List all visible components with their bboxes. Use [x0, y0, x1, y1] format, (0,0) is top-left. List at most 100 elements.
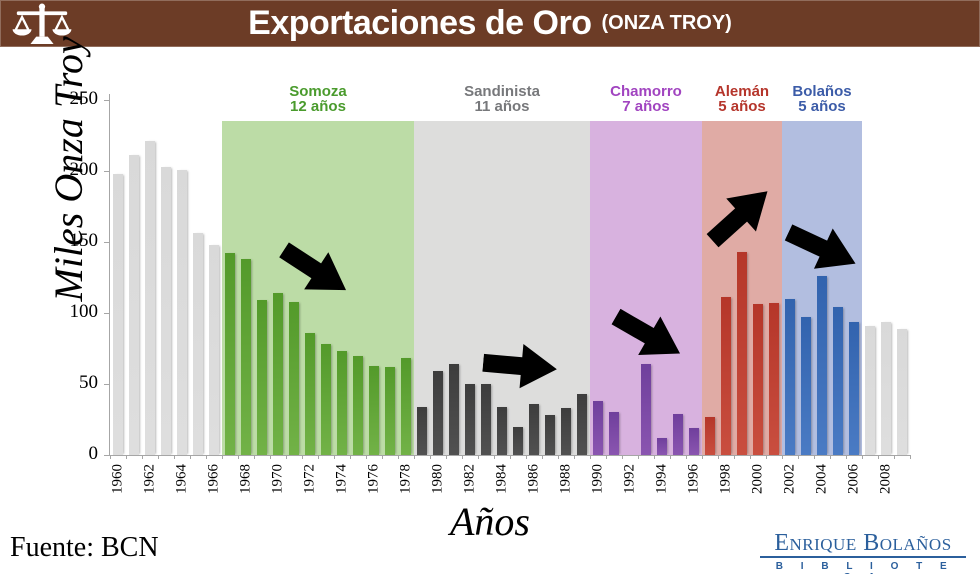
bar-1963 — [160, 166, 172, 455]
x-tick-label-1980: 1980 — [429, 464, 446, 494]
bar-slot-2002: 2002 — [782, 100, 798, 494]
x-tick-label-1976: 1976 — [365, 464, 382, 494]
bar-2003 — [800, 317, 812, 455]
bar-1980 — [432, 371, 444, 455]
x-tick-label-2002: 2002 — [781, 464, 798, 494]
bar-slot-2000: 2000 — [750, 100, 766, 494]
bar-1989 — [576, 393, 588, 455]
bar-slot-1988: 1988 — [558, 100, 574, 494]
y-axis-line — [109, 94, 110, 455]
y-tick-label-0: 0 — [88, 442, 99, 464]
period-name: Somoza — [289, 83, 347, 100]
bar-slot-1991 — [606, 100, 622, 455]
bar-slot-1983 — [478, 100, 494, 455]
bar-1965 — [192, 233, 204, 455]
x-tick-label-1964: 1964 — [173, 464, 190, 494]
bar-slot-1968: 1968 — [238, 100, 254, 494]
bar-slot-2004: 2004 — [814, 100, 830, 494]
bar-slot-1969 — [254, 100, 270, 455]
x-tick-label-1998: 1998 — [717, 464, 734, 494]
bar-slot-2008: 2008 — [878, 100, 894, 494]
period-duration: 7 años — [622, 98, 670, 115]
bar-slot-2001 — [766, 100, 782, 455]
bar-1990 — [592, 401, 604, 455]
x-axis-ticks — [110, 455, 911, 459]
y-tick-mark — [104, 455, 110, 456]
bar-1985 — [512, 426, 524, 455]
bar-slot-1967 — [222, 100, 238, 455]
period-name: Chamorro — [610, 83, 682, 100]
y-tick-mark — [104, 242, 110, 243]
bar-slot-1990: 1990 — [590, 100, 606, 494]
bar-1993 — [640, 364, 652, 455]
bar-slot-1966: 1966 — [206, 100, 222, 494]
bar-slot-2007 — [862, 100, 878, 455]
bar-slot-2005 — [830, 100, 846, 455]
bar-slot-1997 — [702, 100, 718, 455]
bar-slot-1992: 1992 — [622, 100, 638, 494]
bar-2009 — [896, 328, 908, 455]
period-duration: 12 años — [290, 98, 346, 115]
bar-1973 — [320, 344, 332, 455]
bar-slot-1964: 1964 — [174, 100, 190, 494]
bar-slot-1996: 1996 — [686, 100, 702, 494]
bar-1975 — [352, 355, 364, 455]
bar-2001 — [768, 303, 780, 455]
bar-1961 — [128, 155, 140, 455]
bar-1962 — [144, 141, 156, 455]
x-tick-label-2006: 2006 — [845, 464, 862, 494]
y-tick-label-50: 50 — [79, 371, 98, 393]
bar-1999 — [736, 251, 748, 455]
bar-2004 — [816, 276, 828, 455]
bar-1997 — [704, 416, 716, 455]
period-label-bolanos: Bolaños 5 años — [792, 84, 851, 114]
bar-slot-1970: 1970 — [270, 100, 286, 494]
x-tick-label-1978: 1978 — [397, 464, 414, 494]
page-subtitle: (ONZA TROY) — [601, 12, 732, 34]
bar-1970 — [272, 293, 284, 455]
bar-slot-1962: 1962 — [142, 100, 158, 494]
bar-1983 — [480, 384, 492, 455]
bar-slot-1998: 1998 — [718, 100, 734, 494]
period-label-somoza: Somoza 12 años — [289, 84, 347, 114]
y-tick-mark — [104, 313, 110, 314]
bars: 1960 1962 1964 1966 1968 1970 1972 1974 1976 1978… — [110, 100, 910, 494]
bar-slot-1985 — [510, 100, 526, 455]
bar-slot-1977 — [382, 100, 398, 455]
y-tick-mark — [104, 100, 110, 101]
bar-2002 — [784, 298, 796, 455]
bar-1979 — [416, 406, 428, 455]
y-tick-label-100: 100 — [69, 300, 99, 322]
bar-slot-1978: 1978 — [398, 100, 414, 494]
bar-slot-1987 — [542, 100, 558, 455]
logo-name: Enrique Bolaños — [760, 531, 966, 558]
bar-1995 — [672, 413, 684, 455]
bar-2006 — [848, 321, 860, 455]
title-bar: Exportaciones de Oro (ONZA TROY) — [0, 0, 980, 47]
x-tick-label-2000: 2000 — [749, 464, 766, 494]
bar-1981 — [448, 364, 460, 455]
bar-slot-1986: 1986 — [526, 100, 542, 494]
x-tick-label-1962: 1962 — [141, 464, 158, 494]
bar-1977 — [384, 366, 396, 455]
x-tick-label-1972: 1972 — [301, 464, 318, 494]
bar-slot-1981 — [446, 100, 462, 455]
y-tick-label-250: 250 — [69, 87, 99, 109]
x-tick-label-1982: 1982 — [461, 464, 478, 494]
x-tick-label-1996: 1996 — [685, 464, 702, 494]
bar-1986 — [528, 403, 540, 455]
bar-1971 — [288, 301, 300, 455]
bar-slot-1999 — [734, 100, 750, 455]
x-tick-label-1968: 1968 — [237, 464, 254, 494]
bar-2000 — [752, 304, 764, 455]
y-tick-label-200: 200 — [69, 158, 99, 180]
bar-1982 — [464, 384, 476, 455]
bar-slot-1980: 1980 — [430, 100, 446, 494]
bar-slot-2009 — [894, 100, 910, 455]
library-logo: Enrique Bolaños B I B L I O T E C A — [760, 531, 966, 574]
x-tick-label-1992: 1992 — [621, 464, 638, 494]
period-duration: 11 años — [474, 98, 530, 115]
page-title: Exportaciones de Oro — [248, 4, 592, 42]
bar-slot-1994: 1994 — [654, 100, 670, 494]
